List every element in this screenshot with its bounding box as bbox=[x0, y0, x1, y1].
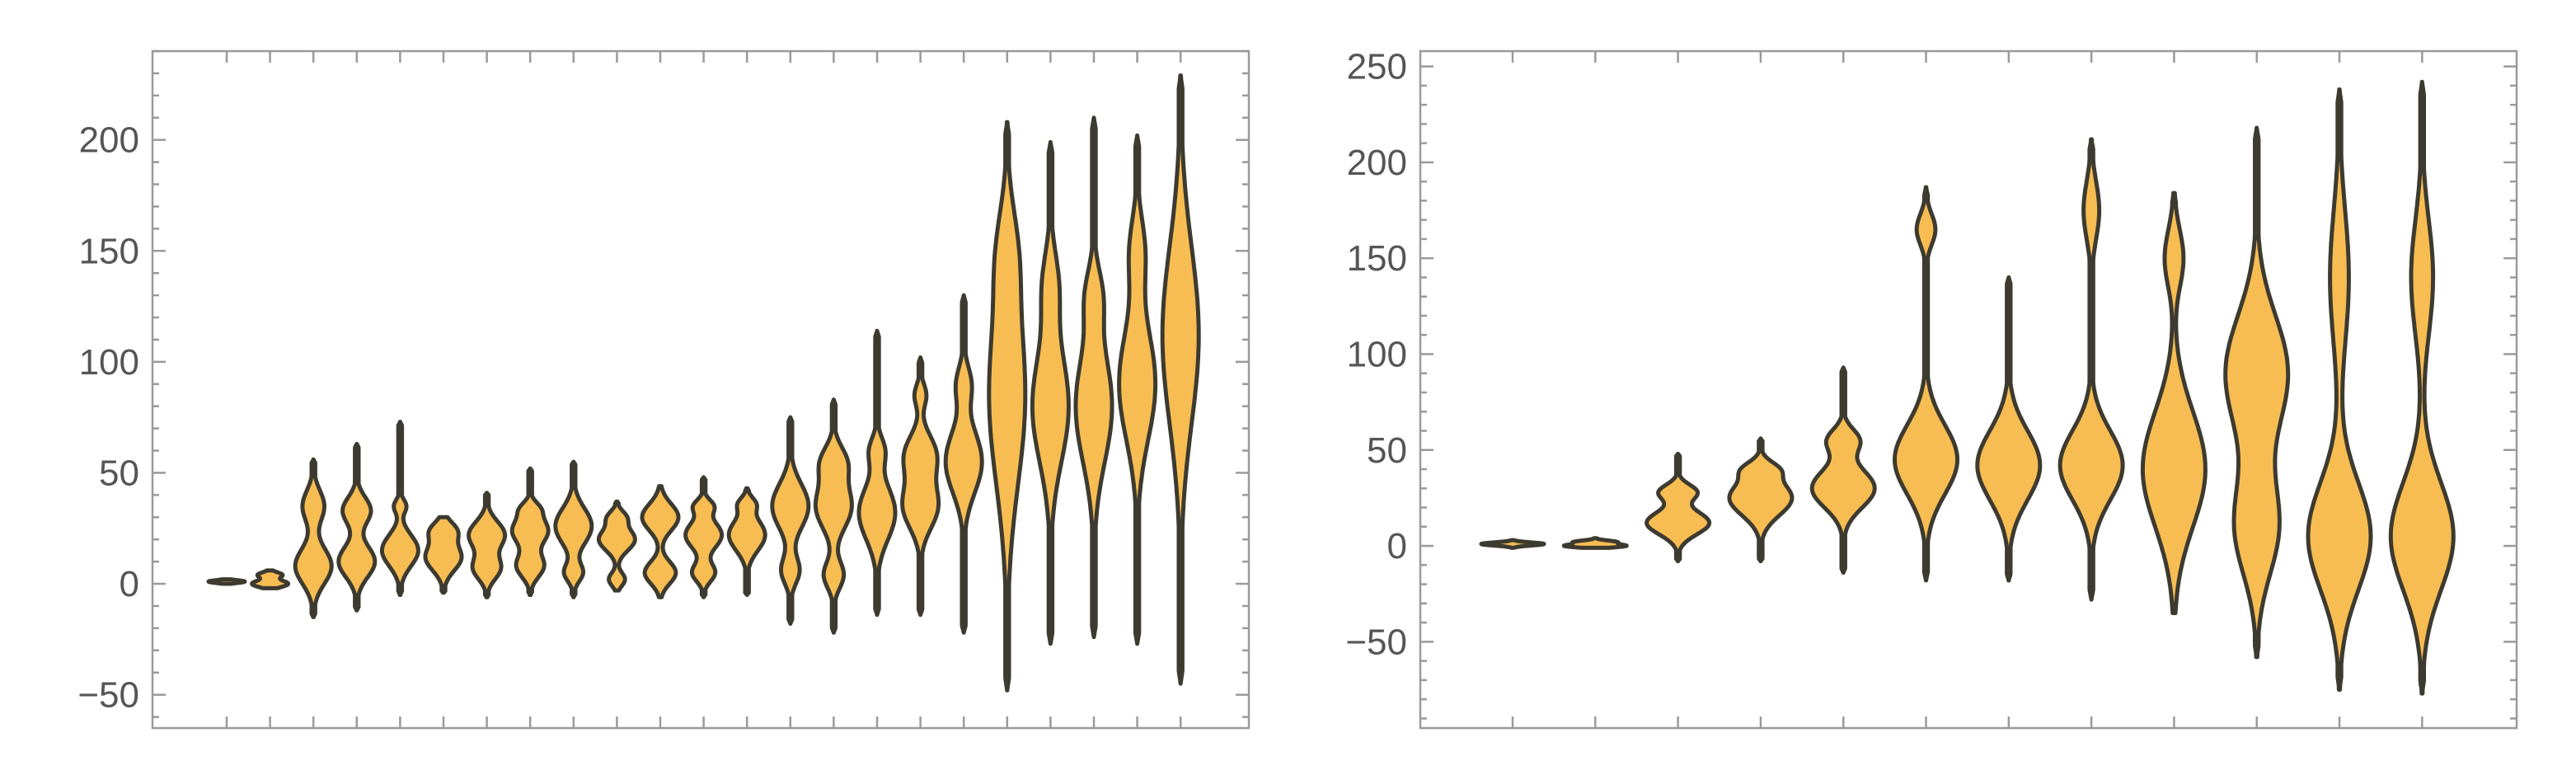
violin-13 bbox=[726, 486, 767, 597]
violin-7 bbox=[1975, 275, 2043, 583]
y-tick-label: 50 bbox=[99, 453, 139, 493]
violin-5 bbox=[1809, 365, 1877, 576]
violin-4 bbox=[336, 441, 378, 613]
violin-20 bbox=[1030, 139, 1071, 646]
y-tick-label: 250 bbox=[1347, 47, 1407, 87]
violin-11 bbox=[2306, 87, 2373, 692]
violin-10 bbox=[2223, 125, 2291, 660]
violin-3 bbox=[1645, 451, 1712, 564]
y-tick-label: 150 bbox=[1347, 238, 1407, 279]
violin-12 bbox=[683, 475, 725, 599]
y-tick-label: −50 bbox=[77, 675, 139, 716]
y-tick-label: 150 bbox=[79, 231, 139, 271]
y-tick-label: 0 bbox=[120, 564, 139, 604]
violin-5 bbox=[379, 420, 420, 597]
plot-frame bbox=[151, 49, 1250, 730]
violin-23 bbox=[1160, 73, 1201, 686]
violin-12 bbox=[2388, 79, 2456, 696]
violin-8 bbox=[509, 466, 551, 597]
violin-9 bbox=[553, 459, 594, 599]
violin-16 bbox=[856, 328, 898, 618]
violin-4 bbox=[1727, 436, 1795, 564]
y-tick-label: −50 bbox=[1345, 622, 1407, 662]
y-tick-label: 200 bbox=[79, 120, 139, 161]
violin-18 bbox=[943, 293, 984, 635]
violin-14 bbox=[770, 415, 811, 626]
y-tick-label: 200 bbox=[1347, 143, 1407, 183]
violin-21 bbox=[1073, 115, 1114, 640]
violin-17 bbox=[900, 355, 941, 618]
violin-6 bbox=[423, 515, 464, 595]
violin-1 bbox=[1479, 538, 1546, 550]
violin-11 bbox=[640, 484, 681, 599]
violin-2 bbox=[1561, 536, 1629, 550]
violin-10 bbox=[596, 499, 637, 593]
violin-3 bbox=[293, 457, 334, 619]
violin-2 bbox=[250, 568, 291, 590]
y-tick-label: 100 bbox=[79, 342, 139, 383]
violin-15 bbox=[813, 397, 854, 635]
violin-chart-2: −50 0 50 100 150 200 250 bbox=[1345, 47, 2518, 730]
y-tick-label: 50 bbox=[1367, 430, 1407, 471]
plot-frame bbox=[1419, 49, 2518, 730]
violin-chart-1: −50 0 50 100 150 200 bbox=[77, 49, 1250, 730]
violin-8 bbox=[2058, 137, 2125, 602]
violin-19 bbox=[987, 120, 1028, 693]
violin-22 bbox=[1117, 133, 1158, 646]
violin-7 bbox=[467, 491, 508, 599]
violin-6 bbox=[1893, 185, 1959, 583]
violin-1 bbox=[206, 577, 247, 586]
violin-9 bbox=[2140, 190, 2208, 615]
y-tick-label: 0 bbox=[1387, 526, 1407, 566]
y-tick-label: 100 bbox=[1347, 334, 1407, 374]
